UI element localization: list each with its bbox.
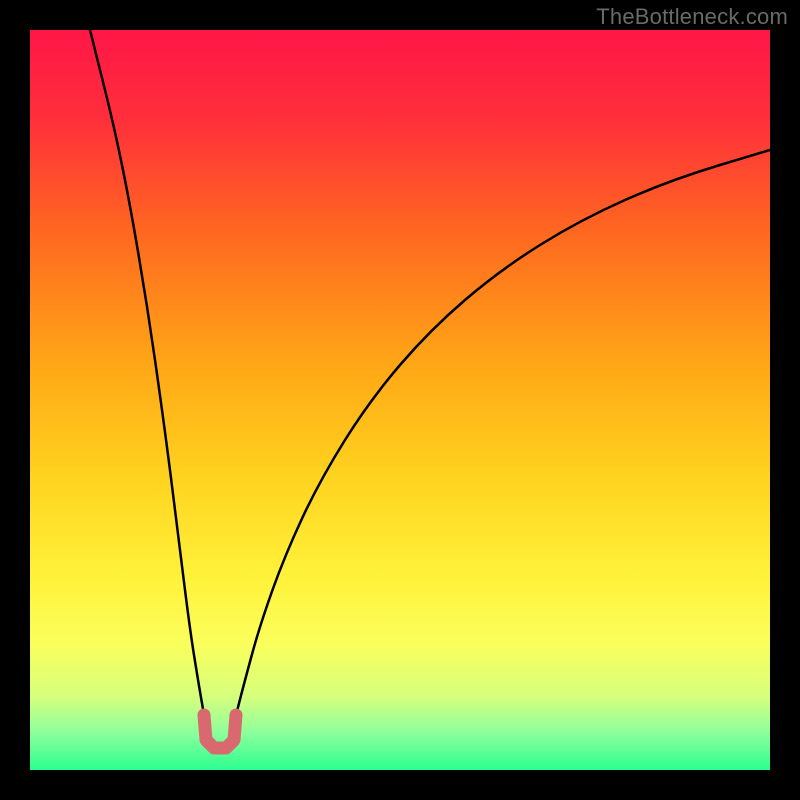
trough-marker [204, 715, 236, 748]
chart-svg [30, 30, 770, 770]
curve-left [90, 30, 204, 715]
watermark-text: TheBottleneck.com [596, 4, 788, 30]
plot-area [30, 30, 770, 770]
curve-right [236, 150, 770, 715]
